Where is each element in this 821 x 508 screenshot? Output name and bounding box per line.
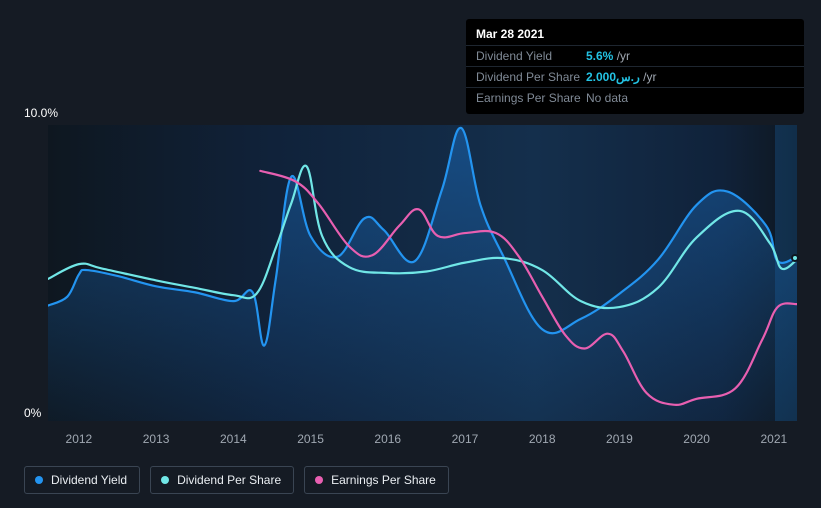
tooltip-row-label: Dividend Per Share xyxy=(476,70,586,84)
tooltip-row: Dividend Yield5.6% /yr xyxy=(466,45,804,66)
tooltip-row: Dividend Per Share2.000ر.س /yr xyxy=(466,66,804,87)
legend-item-label: Dividend Per Share xyxy=(177,473,281,487)
yaxis-min-label: 0% xyxy=(24,406,41,420)
legend-item[interactable]: Dividend Yield xyxy=(24,466,140,494)
legend-dot-icon xyxy=(161,476,169,484)
legend-dot-icon xyxy=(315,476,323,484)
tooltip: Mar 28 2021 Dividend Yield5.6% /yrDivide… xyxy=(466,19,804,114)
chart-svg xyxy=(48,125,797,421)
tooltip-row-value: 2.000ر.س /yr xyxy=(586,70,656,84)
legend-item[interactable]: Dividend Per Share xyxy=(150,466,294,494)
tooltip-row-value: 5.6% /yr xyxy=(586,49,630,63)
legend: Dividend Yield Dividend Per Share Earnings… xyxy=(24,466,449,494)
tooltip-row-label: Earnings Per Share xyxy=(476,91,586,105)
legend-item-label: Earnings Per Share xyxy=(331,473,436,487)
legend-item-label: Dividend Yield xyxy=(51,473,127,487)
tooltip-row: Earnings Per ShareNo data xyxy=(466,87,804,108)
legend-dot-icon xyxy=(35,476,43,484)
legend-item[interactable]: Earnings Per Share xyxy=(304,466,449,494)
series-end-marker xyxy=(791,254,799,262)
tooltip-row-label: Dividend Yield xyxy=(476,49,586,63)
yaxis-max-label: 10.0% xyxy=(24,106,58,120)
tooltip-row-value: No data xyxy=(586,91,628,105)
tooltip-date: Mar 28 2021 xyxy=(466,25,804,45)
chart-plot-area xyxy=(48,125,797,421)
